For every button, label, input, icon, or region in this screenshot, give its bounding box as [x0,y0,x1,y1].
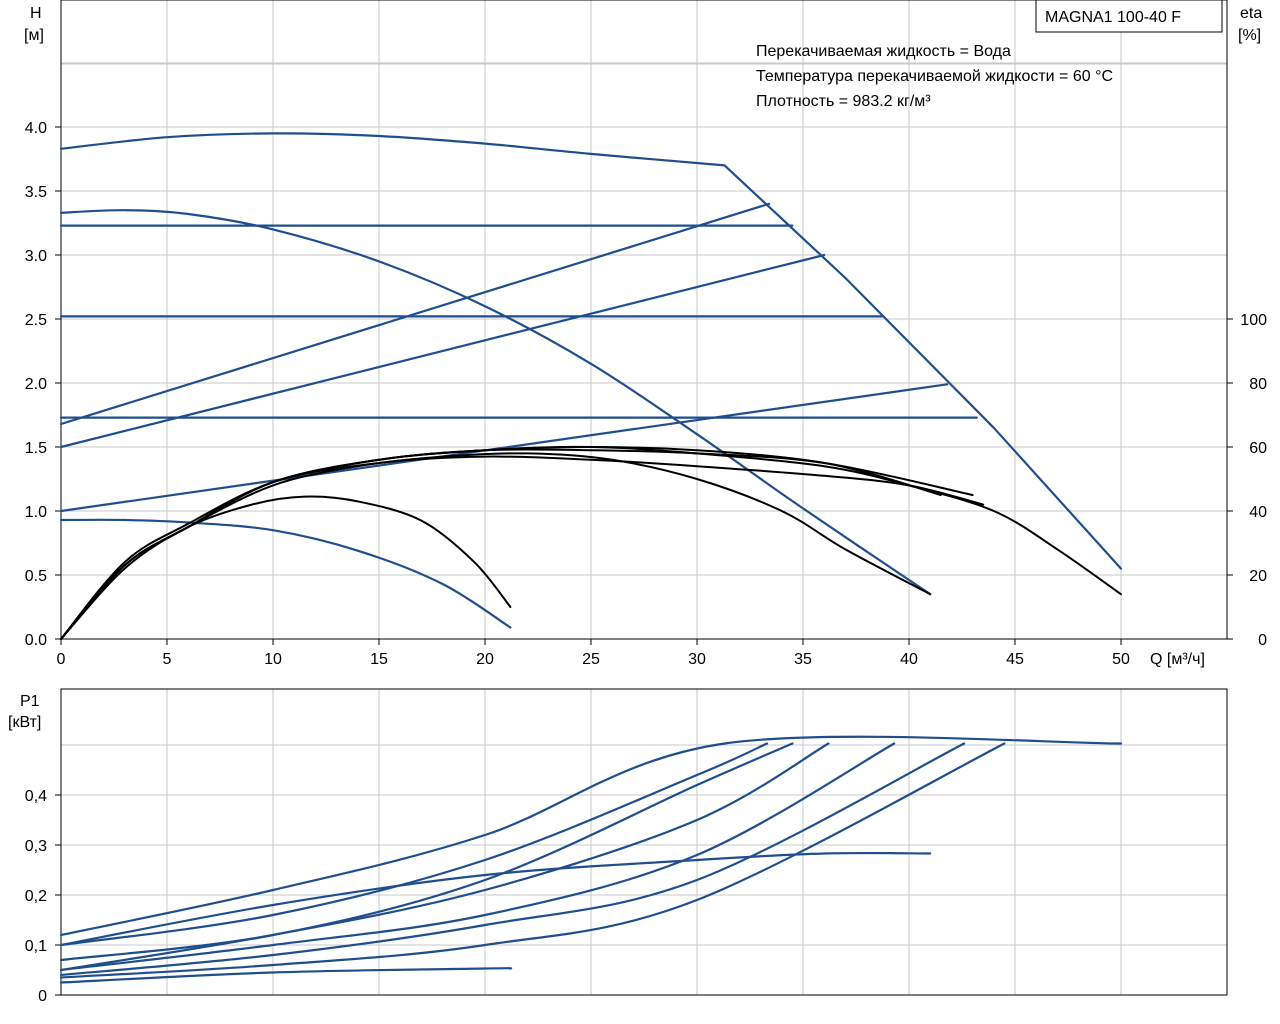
eta-y-tick-label: 40 [1249,504,1267,521]
power-curve-4 [59,742,830,972]
eta-y-tick-label: 100 [1240,312,1267,329]
power-chart: 0 0,1 0,2 0,3 0,4 P1 [кВт] [8,688,1228,1005]
head-y-tick-label: 1.5 [25,440,47,457]
info-line-density: Плотность = 983.2 кг/м³ [756,93,931,110]
efficiency-curve-6 [60,495,512,640]
head-curve-3 [59,518,512,629]
head-y-tick-label: 1.0 [25,504,47,521]
head-y-tick-label: 4.0 [25,120,47,137]
eta-y-tick-label: 20 [1249,568,1267,585]
flow-x-tick-label: 50 [1112,651,1130,668]
power-curve-5 [59,742,896,972]
info-line-temperature: Температура перекачиваемой жидкости = 60… [756,68,1113,85]
flow-x-tick-label: 5 [163,651,172,668]
head-curve-2 [59,209,932,596]
power-curve-3 [59,742,794,962]
head-axis-label: H [30,5,42,22]
proportional-pressure-line-3 [59,383,949,513]
flow-x-tick-label: 45 [1006,651,1024,668]
head-y-tick-label: 2.5 [25,312,47,329]
flow-x-tick-label: 30 [688,651,706,668]
head-axis-unit: [м] [24,27,44,44]
power-y-tick-label: 0,3 [25,838,47,855]
flow-x-tick-label: 10 [264,651,282,668]
power-curve-1 [59,735,1123,937]
flow-axis-label: Q [м³/ч] [1150,651,1205,668]
head-y-tick-label: 3.5 [25,184,47,201]
flow-x-tick-label: 0 [57,651,66,668]
power-curve-7 [59,742,1006,979]
efficiency-curve-4 [60,455,985,640]
flow-x-tick-label: 35 [794,651,812,668]
power-curve-8 [59,851,932,947]
power-curve-6 [59,742,966,977]
power-y-tick-label: 0 [38,988,47,1005]
eta-axis-label: eta [1240,5,1262,22]
flow-x-tick-label: 25 [582,651,600,668]
eta-y-tick-label: 0 [1258,632,1267,649]
head-chart: 0.00.51.01.52.02.53.03.54.0 020406080100… [24,0,1267,668]
head-y-tick-label: 0.5 [25,568,47,585]
proportional-pressure-line-1 [59,202,771,426]
power-y-tick-label: 0,1 [25,938,47,955]
head-curve-1 [59,132,1123,570]
flow-x-tick-label: 20 [476,651,494,668]
info-line-fluid: Перекачиваемая жидкость = Вода [756,43,1011,60]
proportional-pressure-line-2 [59,253,826,449]
head-y-tick-label: 0.0 [25,632,47,649]
efficiency-curve-1 [60,446,942,640]
power-axis-label: P1 [20,693,40,710]
head-y-tick-label: 3.0 [25,248,47,265]
eta-y-tick-label: 60 [1249,440,1267,457]
flow-x-tick-label: 15 [370,651,388,668]
model-name: MAGNA1 100-40 F [1045,9,1181,26]
power-chart-frame [60,688,1228,996]
power-curve-9 [59,967,513,984]
power-curve-2 [59,742,769,947]
power-y-tick-label: 0,4 [25,788,47,805]
efficiency-curve-5 [60,452,932,640]
model-box [1035,0,1223,33]
power-axis-unit: [кВт] [8,714,41,731]
head-y-tick-label: 2.0 [25,376,47,393]
eta-axis-unit: [%] [1238,27,1261,44]
flow-x-tick-label: 40 [900,651,918,668]
power-y-tick-label: 0,2 [25,888,47,905]
eta-y-tick-label: 80 [1249,376,1267,393]
